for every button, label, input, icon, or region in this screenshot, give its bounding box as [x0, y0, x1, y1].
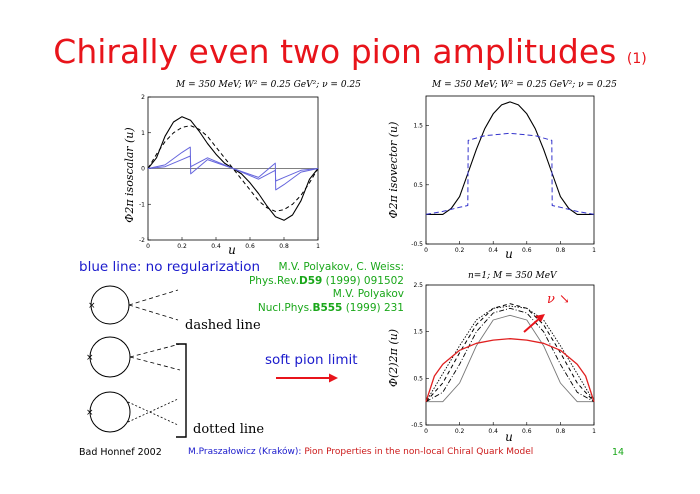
slide-title: Chirally even two pion amplitudes (1) [0, 32, 700, 79]
x-tick-label: 0 [424, 428, 428, 435]
y-axis-label: Φ(2)2π (u) [387, 329, 400, 387]
x-tick-label: 0.4 [488, 247, 498, 254]
reference-year-page: (1999) 091502 [322, 274, 404, 287]
references: M.V. Polyakov, C. Weiss: Phys.Rev.D59 (19… [249, 261, 404, 315]
reference-line: M.V. Polyakov [249, 288, 404, 302]
series-line [426, 101, 594, 215]
page-number: 14 [612, 447, 625, 458]
vertex-cross-2: × [86, 353, 94, 363]
x-tick-label: 0 [146, 243, 150, 250]
chart3-title: n=1; M = 350 MeV [468, 271, 557, 281]
x-tick-label: 0.8 [556, 428, 566, 435]
reference-line: Phys.Rev.D59 (1999) 091502 [249, 275, 404, 289]
bracket [176, 343, 187, 438]
soft-pion-arrow-head [329, 373, 338, 383]
y-tick-label: -2 [139, 237, 145, 244]
title-suffix: (1) [626, 51, 647, 67]
nu-arrow-head [535, 314, 545, 322]
soft-pion-label: soft pion limit [265, 352, 358, 368]
dotted-line-label: dotted line [193, 422, 265, 437]
x-tick-label: 0.4 [211, 243, 221, 250]
series-line [425, 338, 595, 402]
x-tick-label: 1 [592, 428, 596, 435]
x-tick-label: 0.6 [522, 247, 532, 254]
y-axis-label: Φ2π isoscalar (u) [123, 127, 136, 222]
chart-isovector: 0 0.2 0.4 0.6 0.8 1 -0.5 0.5 1.5 u Φ2π isovector (… [387, 95, 596, 261]
footer-author-talk: M.Praszałowicz (Kraków): Pion Properties… [188, 447, 533, 457]
y-tick-label: -1 [139, 201, 145, 208]
reference-line: Nucl.Phys.B555 (1999) 231 [249, 302, 404, 316]
reference-year-page: (1999) 231 [342, 301, 404, 314]
x-tick-label: 0.4 [488, 428, 498, 435]
footer-conference: Bad Honnef 2002 [79, 447, 162, 458]
plot-frame [425, 284, 595, 426]
y-tick-label: 0.5 [413, 182, 423, 189]
y-tick-label: 0.5 [413, 375, 423, 382]
feynman-diagram-2: × [86, 336, 181, 378]
reference-volume: D59 [298, 274, 323, 287]
dashed-line-label: dashed line [185, 318, 261, 333]
reference-text: Nucl.Phys. [257, 301, 313, 314]
y-tick-label: -0.5 [411, 422, 423, 429]
feynman-diagram-1: × [88, 285, 179, 325]
nu-arrow [523, 317, 541, 333]
x-axis-label: u [505, 247, 513, 261]
reference-text: M.V. Polyakov [332, 288, 404, 300]
y-tick-label: 1 [141, 130, 145, 137]
y-axis-label: Φ2π isovector (u) [387, 122, 400, 219]
reference-text: M.V. Polyakov, C. Weiss: [278, 261, 405, 273]
x-tick-label: 0.8 [556, 247, 566, 254]
x-tick-label: 0.2 [177, 243, 187, 250]
x-tick-label: 0 [424, 247, 428, 254]
x-tick-label: 0.6 [245, 243, 255, 250]
y-tick-label: 1.5 [413, 329, 423, 336]
series-line [425, 307, 595, 403]
x-axis-label: u [505, 430, 513, 444]
reference-volume: B555 [312, 301, 343, 314]
blue-line-label: blue line: no regularization [79, 259, 261, 275]
chart-isoscalar: 0 0.2 0.4 0.6 0.8 1 -2 -1 0 1 2 u Φ2π isoscalar (u) [123, 94, 320, 257]
y-tick-label: 1.5 [413, 123, 423, 130]
x-tick-label: 0.2 [455, 428, 465, 435]
series-line [426, 314, 594, 403]
x-tick-label: 0.6 [522, 428, 532, 435]
series-line [425, 305, 595, 402]
vertex-cross-1: × [88, 301, 96, 311]
x-axis-label: u [228, 243, 236, 257]
chart2-title: M = 350 MeV; W² = 0.25 GeV²; ν = 0.25 [432, 80, 617, 90]
vertex-cross-3: × [86, 408, 94, 418]
series-line [147, 155, 319, 182]
reference-text: Phys.Rev. [248, 274, 299, 287]
series-line [425, 303, 595, 403]
series-line [425, 132, 595, 215]
title-text: Chirally even two pion amplitudes [53, 32, 617, 71]
chart1-title: M = 350 MeV; W² = 0.25 GeV²; ν = 0.25 [176, 80, 361, 90]
x-tick-label: 0.8 [279, 243, 289, 250]
reference-line: M.V. Polyakov, C. Weiss: [249, 261, 405, 275]
y-tick-label: -0.5 [411, 241, 423, 248]
x-tick-label: 0.2 [455, 247, 465, 254]
feynman-diagram-3: × [86, 391, 179, 433]
y-tick-label: 0 [141, 166, 145, 173]
nu-label: ν ↘ [547, 292, 570, 307]
chart-chirally-even: 0 0.2 0.4 0.6 0.8 1 -0.5 0.5 1.5 2.5 u Φ(2)2π (u) [387, 282, 596, 444]
footer-talk: Pion Properties in the non-local Chiral … [304, 447, 534, 457]
y-tick-label: 2.5 [413, 282, 423, 289]
y-tick-label: 2 [141, 94, 145, 101]
x-tick-label: 1 [316, 243, 320, 250]
plot-frame [425, 95, 595, 245]
footer-author: M.Praszałowicz (Kraków): [188, 447, 302, 457]
x-tick-label: 1 [592, 247, 596, 254]
